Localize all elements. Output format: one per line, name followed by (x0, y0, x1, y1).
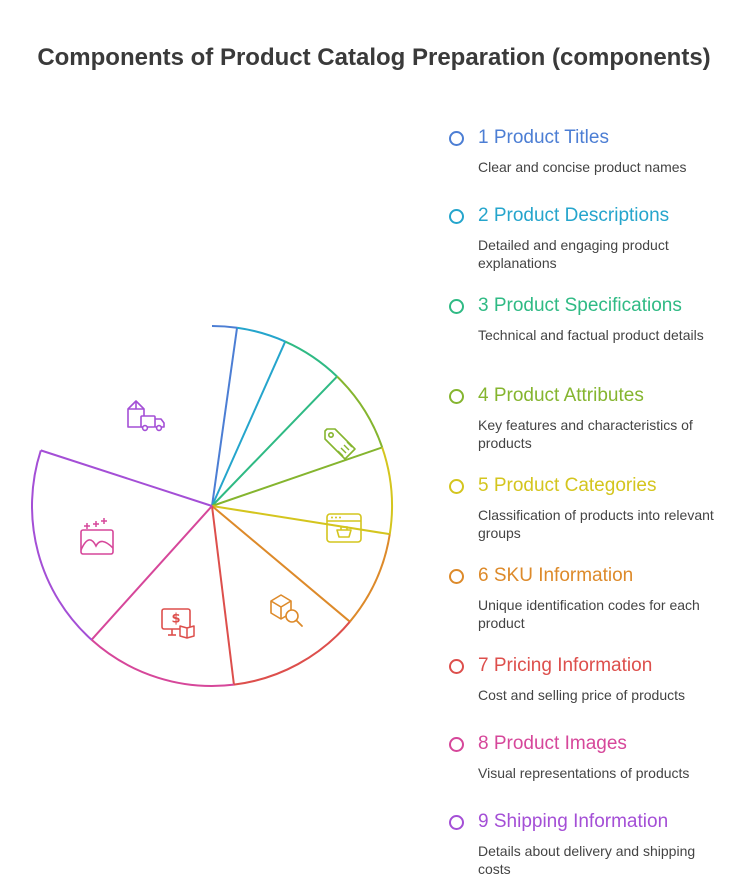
pie-slice-arc (90, 639, 235, 688)
legend-description: Visual representations of products (478, 765, 690, 781)
legend-description: Key features and characteristics of prod… (478, 417, 693, 451)
legend-label: 9 Shipping Information (478, 811, 669, 832)
pie-slice-divider (211, 505, 390, 536)
legend-label: 3 Product Specifications (478, 295, 682, 316)
legend-label: 5 Product Categories (478, 475, 657, 496)
pie-slice-arc (31, 450, 93, 641)
legend-marker (449, 815, 464, 830)
pie-slice-arc (233, 621, 351, 686)
legend-description: Classification of products into relevant… (478, 507, 714, 541)
legend-marker (449, 569, 464, 584)
legend-marker (449, 389, 464, 404)
price-tag-icon (324, 428, 356, 460)
legend-label: 2 Product Descriptions (478, 205, 670, 226)
legend-label: 1 Product Titles (478, 127, 609, 148)
price-monitor-book-icon: $ (161, 608, 195, 639)
box-search-icon (270, 594, 303, 627)
legend-marker (449, 209, 464, 224)
pie-slice-arc (336, 375, 384, 448)
delivery-truck-icon (127, 400, 165, 432)
pie-slice-arc (381, 447, 393, 535)
svg-text:$: $ (171, 612, 180, 627)
legend-label: 4 Product Attributes (478, 385, 644, 406)
image-sparkle-icon (80, 518, 114, 555)
legend-description: Details about delivery and shipping cost… (478, 843, 696, 877)
pie-slice-arc (284, 340, 338, 378)
pie-slice-divider (211, 327, 239, 507)
legend-description: Detailed and engaging product explanatio… (478, 237, 669, 271)
page-title: Components of Product Catalog Preparatio… (37, 44, 711, 71)
pie-slice-divider (90, 505, 213, 641)
pie-slice-arc (236, 326, 286, 343)
legend-label: 7 Pricing Information (478, 655, 653, 676)
legend-description: Cost and selling price of products (478, 687, 685, 703)
pie-slice-divider (211, 446, 383, 507)
shop-window-icon (326, 513, 362, 543)
pie-slice-divider (40, 449, 213, 507)
pie-slice-divider (211, 341, 287, 507)
legend-label: 8 Product Images (478, 733, 627, 754)
legend-description: Clear and concise product names (478, 159, 687, 175)
pie-slice-divider (211, 505, 351, 623)
legend-label: 6 SKU Information (478, 565, 634, 586)
legend-marker (449, 299, 464, 314)
pie-slice-divider (211, 375, 338, 507)
legend-marker (449, 131, 464, 146)
legend-description: Technical and factual product details (478, 327, 704, 343)
pie-slice-arc (349, 534, 391, 623)
legend-marker (449, 659, 464, 674)
legend-description: Unique identification codes for each pro… (478, 597, 700, 631)
legend-marker (449, 479, 464, 494)
legend-marker (449, 737, 464, 752)
pie-slice-divider (211, 505, 235, 685)
